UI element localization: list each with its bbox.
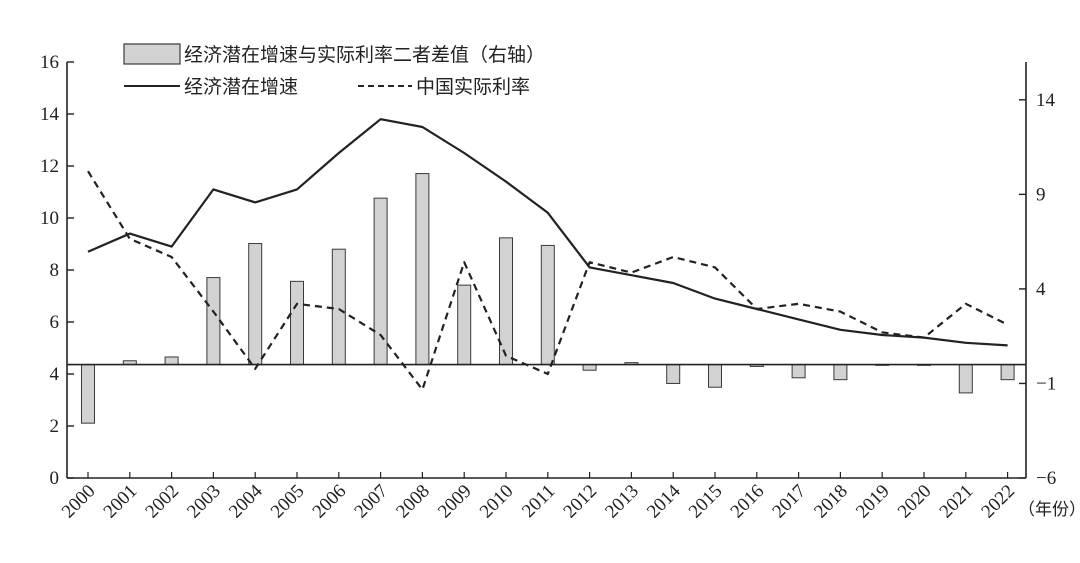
x-tick-label: 2005 bbox=[267, 481, 309, 523]
bar bbox=[206, 277, 221, 366]
x-tick-label: 2004 bbox=[225, 480, 267, 522]
bar bbox=[1000, 364, 1015, 381]
x-unit-label: （年份） bbox=[1018, 500, 1080, 520]
x-tick-label: 2001 bbox=[100, 481, 142, 523]
bar bbox=[373, 197, 388, 366]
bar bbox=[540, 244, 555, 366]
x-tick-label: 2018 bbox=[810, 481, 852, 523]
y-left-tick-label: 14 bbox=[40, 104, 60, 125]
y-left-tick-label: 12 bbox=[40, 156, 59, 177]
y-left-tick-label: 6 bbox=[50, 312, 60, 333]
y-right-tick-label: 14 bbox=[1036, 90, 1056, 111]
x-tick-label: 2009 bbox=[434, 481, 476, 523]
x-tick-label: 2019 bbox=[852, 481, 894, 523]
bar bbox=[582, 364, 597, 371]
x-tick-label: 2022 bbox=[977, 481, 1019, 523]
x-tick-label: 2000 bbox=[58, 481, 100, 523]
x-tick-label: 2007 bbox=[350, 481, 392, 523]
legend: 经济潜在增速与实际利率二者差值（右轴） 经济潜在增速 中国实际利率 bbox=[123, 43, 545, 98]
bars-group bbox=[81, 173, 1015, 424]
bar bbox=[791, 364, 806, 379]
y-left-tick-label: 4 bbox=[50, 364, 60, 385]
x-tick-label: 2014 bbox=[643, 480, 685, 522]
x-tick-label: 2002 bbox=[141, 481, 183, 523]
bar bbox=[708, 364, 722, 388]
lines-group bbox=[87, 118, 1009, 391]
x-tick-label: 2021 bbox=[936, 481, 978, 523]
y-left-tick-label: 10 bbox=[40, 208, 59, 229]
x-tick-label: 2003 bbox=[183, 481, 225, 523]
y-right-tick-label: 4 bbox=[1036, 279, 1046, 300]
bar bbox=[248, 243, 263, 366]
legend-dashed-label: 中国实际利率 bbox=[416, 76, 530, 98]
x-tick-label: 2008 bbox=[392, 481, 434, 523]
bar bbox=[164, 356, 179, 366]
y-right-tick-label: −1 bbox=[1036, 373, 1056, 394]
x-tick-label: 2012 bbox=[559, 481, 601, 523]
y-right-tick-label: 9 bbox=[1036, 184, 1046, 205]
bar bbox=[81, 364, 95, 424]
legend-bar-label: 经济潜在增速与实际利率二者差值（右轴） bbox=[184, 44, 545, 66]
legend-solid-label: 经济潜在增速 bbox=[184, 76, 298, 98]
y-left-tick-label: 0 bbox=[50, 468, 60, 489]
y-left-tick-label: 16 bbox=[40, 52, 59, 73]
bar bbox=[290, 280, 304, 366]
bar bbox=[415, 173, 430, 366]
x-tick-label: 2017 bbox=[768, 481, 810, 523]
y-left-tick-label: 8 bbox=[50, 260, 60, 281]
line-potential-growth bbox=[87, 118, 1008, 347]
bar bbox=[833, 364, 848, 381]
bar bbox=[958, 364, 973, 394]
x-tick-label: 2013 bbox=[601, 481, 643, 523]
bar bbox=[666, 364, 681, 384]
x-tick-label: 2006 bbox=[309, 481, 351, 523]
line-real-interest-rate bbox=[87, 170, 1009, 391]
x-tick-label: 2020 bbox=[894, 481, 936, 523]
bar bbox=[499, 237, 513, 366]
bar bbox=[331, 248, 346, 366]
x-tick-label: 2015 bbox=[685, 481, 727, 523]
bar bbox=[457, 284, 472, 366]
x-tick-label: 2011 bbox=[518, 481, 559, 522]
y-right-tick-label: −6 bbox=[1036, 468, 1056, 489]
x-tick-label: 2010 bbox=[476, 481, 518, 523]
legend-bar-swatch bbox=[123, 43, 181, 65]
y-left-tick-label: 2 bbox=[50, 416, 60, 437]
x-tick-label: 2016 bbox=[727, 481, 769, 523]
